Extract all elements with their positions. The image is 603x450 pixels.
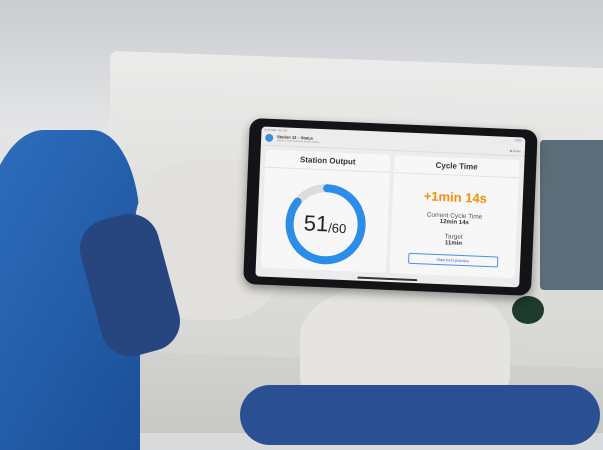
gauge-fill	[285, 184, 366, 265]
output-current: 51	[303, 210, 329, 237]
page-subtitle: Here's a short overview of your station.	[277, 139, 321, 144]
output-gauge: 51/60	[281, 181, 368, 268]
green-button	[512, 296, 544, 324]
view-best-practice-button[interactable]: View best practice	[407, 252, 498, 268]
output-total: /60	[327, 219, 347, 236]
card-title: Cycle Time	[393, 155, 520, 179]
cycle-delta: +1min 14s	[423, 188, 488, 206]
station-output-card: Station Output 51/60	[260, 149, 391, 273]
tablet: 9:41 Mon Jun 10 100% Station 12 – Status…	[243, 118, 538, 296]
sleeve-cuff-right	[240, 385, 600, 445]
tablet-screen: 9:41 Mon Jun 10 100% Station 12 – Status…	[255, 126, 526, 288]
card-title: Station Output	[264, 149, 391, 173]
status-battery: 100%	[514, 138, 523, 143]
station-icon	[265, 133, 274, 142]
cycle-time-card: Cycle Time +1min 14s Current Cycle Time …	[389, 155, 520, 279]
control-panel-screen	[540, 140, 603, 290]
status-badge: Active	[510, 149, 521, 153]
